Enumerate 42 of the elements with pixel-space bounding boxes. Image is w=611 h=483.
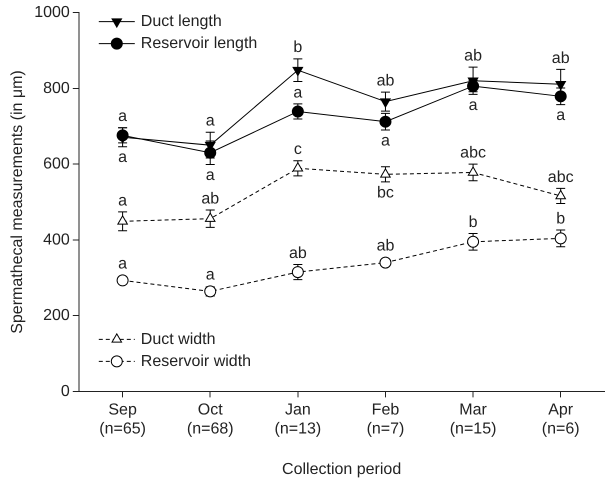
data-label: a bbox=[556, 107, 566, 124]
data-label: a bbox=[206, 112, 215, 130]
y-tick-label: 1000 bbox=[34, 4, 70, 22]
x-axis-title: Collection period bbox=[282, 460, 402, 478]
y-tick-label: 800 bbox=[43, 80, 70, 97]
data-label: a bbox=[381, 132, 390, 150]
data-label: b bbox=[556, 210, 566, 228]
y-tick-label: 0 bbox=[60, 382, 70, 400]
data-label: ab bbox=[288, 244, 307, 262]
data-label: a bbox=[206, 266, 215, 284]
legend-label: Reservoir length bbox=[140, 35, 258, 52]
x-tick-label: Mar (n=15) bbox=[450, 401, 496, 438]
data-label: a bbox=[118, 149, 128, 166]
data-label: c bbox=[294, 141, 302, 158]
data-label: abc bbox=[548, 168, 574, 186]
x-tick-label: Feb (n=7) bbox=[366, 401, 404, 438]
y-tick-label: 400 bbox=[43, 231, 70, 248]
data-label: a bbox=[118, 192, 128, 210]
data-label: ab bbox=[552, 50, 570, 67]
x-tick-label: Oct (n=68) bbox=[186, 401, 234, 438]
data-label: a bbox=[468, 96, 478, 114]
x-tick-label: Apr (n=6) bbox=[542, 401, 580, 438]
legend-label: Duct width bbox=[140, 330, 216, 348]
data-label: a bbox=[206, 166, 215, 184]
data-label: a bbox=[118, 255, 128, 272]
legend-label: Duct length bbox=[140, 13, 222, 30]
y-tick-label: 600 bbox=[43, 156, 70, 173]
data-label: a bbox=[118, 108, 128, 126]
y-tick-label: 200 bbox=[43, 307, 70, 324]
data-label: ab bbox=[201, 190, 220, 208]
data-label: a bbox=[293, 84, 302, 102]
data-label: ab bbox=[376, 72, 394, 90]
x-tick-label: Sep (n=65) bbox=[99, 401, 146, 438]
data-label: bc bbox=[377, 184, 394, 202]
data-label: b bbox=[293, 39, 302, 56]
x-tick-label: Jan (n=13) bbox=[274, 401, 322, 438]
legend-label: Reservoir width bbox=[140, 352, 252, 370]
data-label: ab bbox=[376, 238, 394, 255]
data-label: b bbox=[468, 214, 478, 231]
data-label: ab bbox=[464, 48, 482, 65]
y-axis-title: Spermathecal measurements (in μm) bbox=[9, 70, 26, 334]
data-label: abc bbox=[460, 144, 486, 162]
